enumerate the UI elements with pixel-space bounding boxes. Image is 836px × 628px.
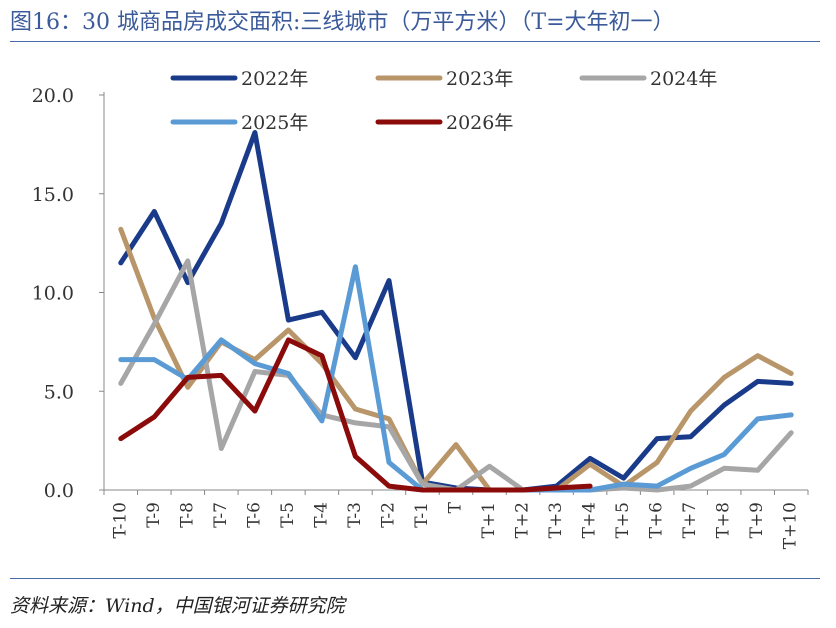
legend-item[interactable]: 2026年	[375, 112, 513, 134]
x-tick-label: T+7	[680, 502, 700, 538]
x-tick-label: T-9	[144, 502, 164, 528]
x-tick-label: T-6	[244, 502, 264, 528]
y-tick-label: 10.0	[32, 283, 74, 305]
line-chart: 0.0 5.0 10.0 15.0 20.0 T-10 T-9 T-8 T-7 T-6 T-5 T-4…	[32, 68, 809, 549]
legend-item[interactable]: 2024年	[579, 68, 717, 90]
x-tick-label: T+5	[613, 502, 633, 538]
legend: 2022年 2023年 2024年 2025年 2026年	[170, 68, 717, 134]
x-tick-label: T+10	[781, 502, 801, 549]
y-tick-label: 15.0	[32, 184, 74, 206]
axes: 0.0 5.0 10.0 15.0 20.0 T-10 T-9 T-8 T-7 T-6 T-5 T-4…	[32, 85, 809, 549]
x-tick-label: T-3	[345, 502, 365, 528]
legend-label: 2024年	[650, 68, 717, 90]
legend-item[interactable]: 2022年	[170, 68, 308, 90]
title-divider	[10, 41, 820, 42]
chart-title: 图16：30 城商品房成交面积:三线城市（万平方米）（T=大年初一）	[10, 10, 675, 35]
legend-label: 2026年	[446, 112, 513, 134]
x-tick-label: T	[446, 501, 466, 513]
x-tick-label: T-5	[278, 502, 298, 528]
y-tick-label: 20.0	[32, 85, 74, 107]
x-tick-label: T+9	[747, 502, 767, 538]
x-tick-label: T-2	[378, 502, 398, 528]
legend-item[interactable]: 2025年	[170, 112, 308, 134]
x-tick-label: T+3	[546, 502, 566, 538]
footer-divider	[10, 578, 820, 579]
legend-label: 2025年	[241, 112, 308, 134]
legend-label: 2022年	[241, 68, 308, 90]
legend-item[interactable]: 2023年	[375, 68, 513, 90]
x-tick-label: T-1	[412, 502, 432, 528]
x-tick-label: T-10	[110, 502, 130, 539]
x-tick-label: T-7	[211, 502, 231, 528]
legend-label: 2023年	[446, 68, 513, 90]
x-tick-label: T-4	[311, 502, 331, 528]
source-note: 资料来源：Wind，中国银河证券研究院	[10, 595, 345, 617]
x-tick-label: T+4	[580, 502, 600, 538]
x-tick-label: T+1	[479, 502, 499, 538]
x-tick-label: T+8	[714, 502, 734, 538]
y-tick-label: 5.0	[44, 381, 74, 403]
series-line	[118, 337, 593, 493]
x-tick-label: T+6	[647, 502, 667, 538]
series-group	[118, 130, 794, 493]
x-tick-label: T-8	[177, 502, 197, 528]
y-tick-label: 0.0	[44, 480, 74, 502]
x-tick-label: T+2	[513, 502, 533, 538]
